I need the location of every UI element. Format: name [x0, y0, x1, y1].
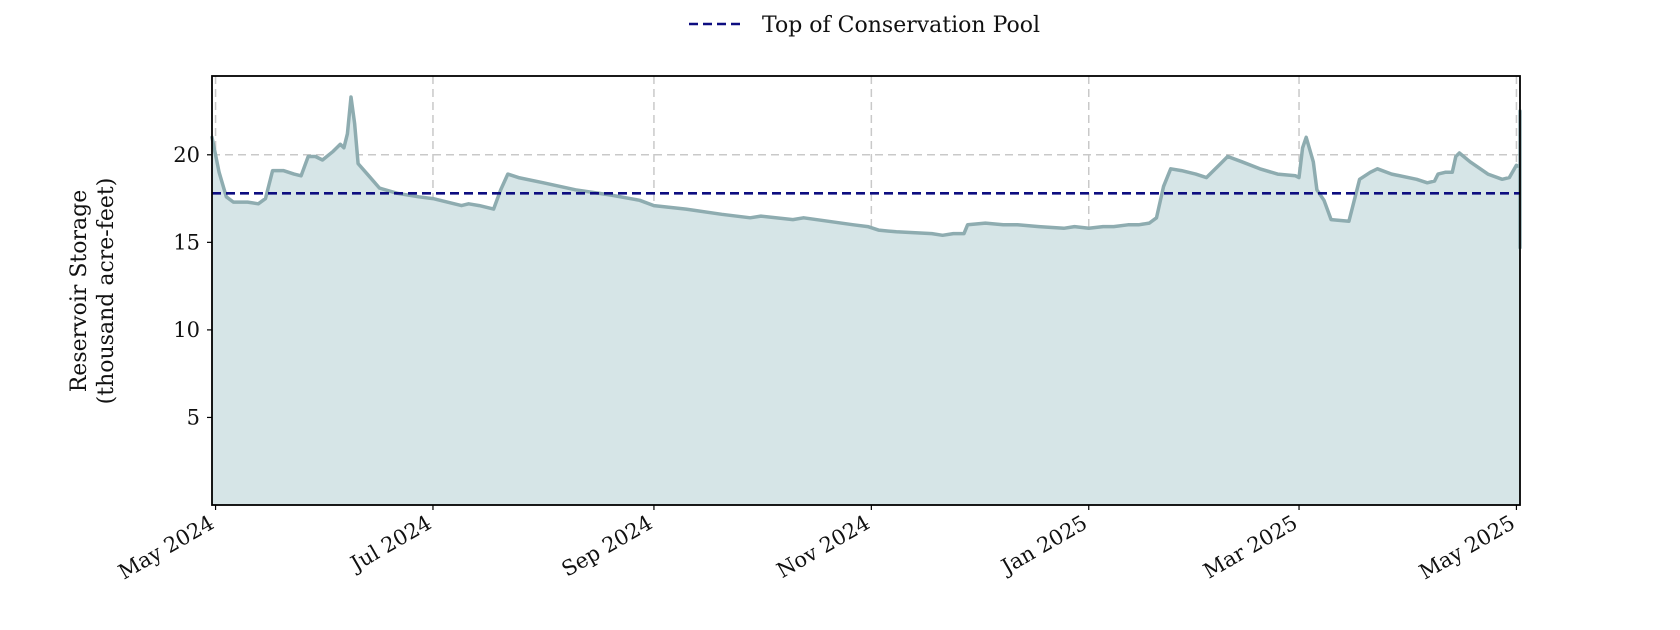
- y-tick-label: 5: [187, 405, 200, 429]
- x-tick-label: May 2024: [114, 511, 218, 585]
- y-axis-title: Reservoir Storage (thousand acre-feet): [67, 178, 119, 405]
- x-tick-label: May 2025: [1415, 511, 1519, 585]
- y-axis-ticks: 5 10 15 20: [173, 143, 212, 429]
- x-axis-ticks: May 2024 Jul 2024 Sep 2024 Nov 2024 Jan 2025…: [114, 505, 1519, 584]
- plot-frame: [211, 75, 1521, 506]
- storage-series-line: [210, 95, 1522, 250]
- storage-area-fill: [212, 97, 1520, 505]
- legend-label-conservation-pool: Top of Conservation Pool: [762, 13, 1040, 38]
- y-axis-title-line-2: (thousand acre-feet): [94, 178, 119, 405]
- y-axis-title-line-1: Reservoir Storage: [67, 190, 92, 393]
- plot-border: [211, 75, 1521, 506]
- x-tick-label: Mar 2025: [1199, 511, 1301, 584]
- x-tick-label: Jul 2024: [345, 511, 436, 577]
- legend: Top of Conservation Pool: [689, 13, 1040, 38]
- x-tick-label: Jan 2025: [996, 511, 1092, 580]
- storage-area-layer: [210, 95, 1522, 505]
- x-tick-label: Nov 2024: [773, 511, 874, 583]
- y-tick-label: 10: [173, 318, 200, 342]
- y-tick-label: 20: [173, 143, 200, 167]
- x-tick-label: Sep 2024: [557, 511, 656, 582]
- y-tick-label: 15: [173, 230, 200, 254]
